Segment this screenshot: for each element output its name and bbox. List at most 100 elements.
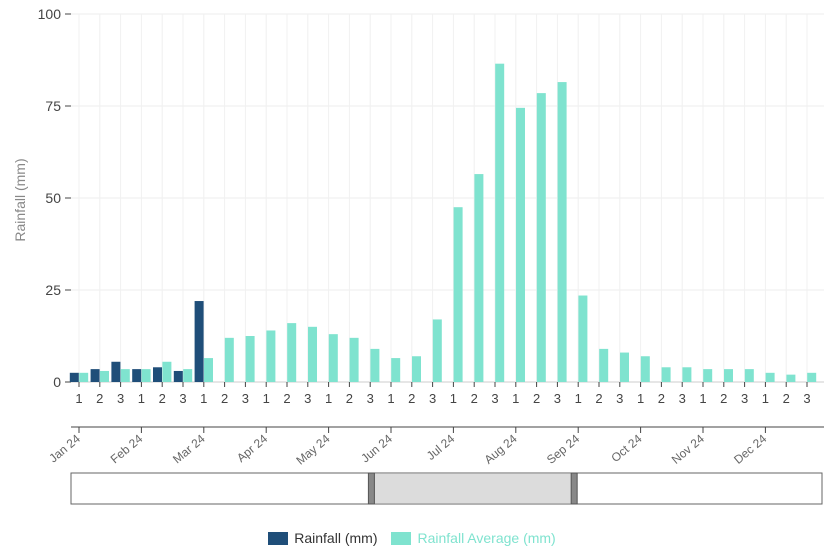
- bar-rainfall: [194, 301, 204, 382]
- bar-rainfall-average: [620, 352, 629, 382]
- bar-rainfall-average: [724, 369, 733, 382]
- x-tick-label-dekad: 2: [283, 391, 290, 406]
- x-tick-label-dekad: 2: [471, 391, 478, 406]
- x-tick-label-dekad: 2: [533, 391, 540, 406]
- bar-rainfall-average: [349, 337, 359, 382]
- x-tick-label-dekad: 3: [491, 391, 498, 406]
- range-slider-handle-right[interactable]: [570, 472, 578, 505]
- bar-rainfall-average: [308, 326, 317, 382]
- x-tick-label-dekad: 3: [741, 391, 748, 406]
- y-tick-label: 75: [45, 98, 61, 114]
- x-tick-label-month: Mar 24: [170, 431, 208, 466]
- x-tick-label-dekad: 2: [595, 391, 602, 406]
- x-tick-label-month: Feb 24: [108, 431, 146, 466]
- legend-swatch-rainfall-average: [391, 531, 412, 545]
- bar-rainfall: [153, 367, 162, 382]
- legend-label-rainfall: Rainfall (mm): [294, 530, 378, 546]
- bar-rainfall-average: [557, 82, 567, 382]
- bar-rainfall-average: [536, 93, 546, 383]
- bar-rainfall-average: [744, 369, 754, 382]
- bar-rainfall-average: [495, 63, 505, 383]
- x-tick-label-dekad: 3: [429, 391, 436, 406]
- bar-rainfall-average: [245, 336, 255, 382]
- bar-rainfall-average: [328, 334, 338, 382]
- x-tick-label-dekad: 2: [658, 391, 665, 406]
- x-tick-label-dekad: 3: [117, 391, 124, 406]
- bar-rainfall-average: [204, 358, 213, 382]
- bar-rainfall-average: [516, 107, 525, 382]
- x-tick-label-month: Nov 24: [669, 431, 707, 466]
- bar-rainfall-average: [162, 361, 172, 382]
- bar-rainfall-average: [599, 348, 609, 382]
- y-tick-label: 0: [53, 374, 61, 390]
- bar-rainfall: [173, 370, 183, 382]
- x-tick-label-dekad: 3: [304, 391, 311, 406]
- x-tick-label-dekad: 2: [221, 391, 228, 406]
- bar-rainfall-average: [682, 367, 692, 382]
- x-tick-label-month: May 24: [293, 431, 332, 467]
- legend-item-rainfall[interactable]: Rainfall (mm): [268, 530, 377, 546]
- x-tick-label-dekad: 3: [803, 391, 810, 406]
- x-tick-label-dekad: 1: [325, 391, 332, 406]
- bar-rainfall-average: [453, 207, 463, 382]
- x-tick-label-month: Dec 24: [731, 431, 769, 466]
- bar-rainfall-average: [661, 367, 671, 382]
- x-tick-label-dekad: 1: [762, 391, 769, 406]
- bar-rainfall-average: [370, 348, 380, 382]
- bar-rainfall-average: [474, 174, 484, 382]
- x-tick-label-dekad: 2: [159, 391, 166, 406]
- bar-rainfall: [111, 361, 121, 382]
- bar-rainfall-average: [183, 369, 193, 382]
- bar-rainfall-average: [120, 369, 130, 382]
- bar-rainfall: [132, 369, 142, 382]
- y-tick-label: 100: [38, 6, 62, 22]
- y-axis-label: Rainfall (mm): [12, 158, 28, 241]
- legend-item-rainfall-average[interactable]: Rainfall Average (mm): [391, 530, 556, 546]
- bar-rainfall-average: [287, 323, 297, 382]
- x-tick-label-month: Oct 24: [608, 431, 644, 465]
- bar-rainfall-average: [703, 369, 713, 382]
- x-tick-label-month: Jan 24: [46, 431, 83, 465]
- legend-swatch-rainfall: [268, 531, 289, 545]
- bar-rainfall-average: [100, 370, 109, 382]
- x-tick-label-month: Sep 24: [544, 431, 582, 466]
- x-tick-label-dekad: 2: [346, 391, 353, 406]
- bar-rainfall-average: [391, 358, 401, 382]
- bar-rainfall-average: [141, 369, 151, 382]
- bar-rainfall-average: [807, 372, 817, 382]
- bar-rainfall-average: [412, 356, 421, 382]
- bar-rainfall-average: [79, 372, 89, 382]
- x-tick-label-dekad: 2: [96, 391, 103, 406]
- bar-rainfall: [69, 372, 79, 382]
- x-tick-label-dekad: 2: [783, 391, 790, 406]
- x-tick-label-month: Apr 24: [234, 431, 270, 465]
- bar-rainfall-average: [578, 295, 588, 382]
- x-tick-label-dekad: 1: [512, 391, 519, 406]
- x-tick-label-dekad: 1: [699, 391, 706, 406]
- x-tick-label-dekad: 3: [554, 391, 561, 406]
- x-tick-label-month: Aug 24: [482, 431, 520, 466]
- x-tick-label-dekad: 3: [679, 391, 686, 406]
- x-tick-label-dekad: 3: [242, 391, 249, 406]
- x-tick-label-dekad: 1: [387, 391, 394, 406]
- x-tick-label-dekad: 2: [720, 391, 727, 406]
- x-tick-label-dekad: 3: [367, 391, 374, 406]
- y-tick-label: 25: [45, 282, 61, 298]
- y-tick-label: 50: [45, 190, 61, 206]
- x-tick-label-dekad: 3: [616, 391, 623, 406]
- legend: Rainfall (mm) Rainfall Average (mm): [0, 530, 824, 546]
- bar-rainfall-average: [266, 330, 276, 382]
- bar-rainfall-average: [640, 356, 650, 382]
- x-tick-label-dekad: 2: [408, 391, 415, 406]
- x-tick-label-dekad: 1: [75, 391, 82, 406]
- x-tick-label-month: Jun 24: [358, 431, 395, 465]
- range-slider-selection[interactable]: [371, 474, 575, 503]
- bar-rainfall-average: [224, 337, 234, 382]
- bar-rainfall-average: [432, 319, 442, 382]
- bar-rainfall-average: [765, 372, 775, 382]
- range-slider-handle-left[interactable]: [367, 472, 375, 505]
- bar-rainfall: [90, 369, 100, 382]
- x-tick-label-dekad: 1: [263, 391, 270, 406]
